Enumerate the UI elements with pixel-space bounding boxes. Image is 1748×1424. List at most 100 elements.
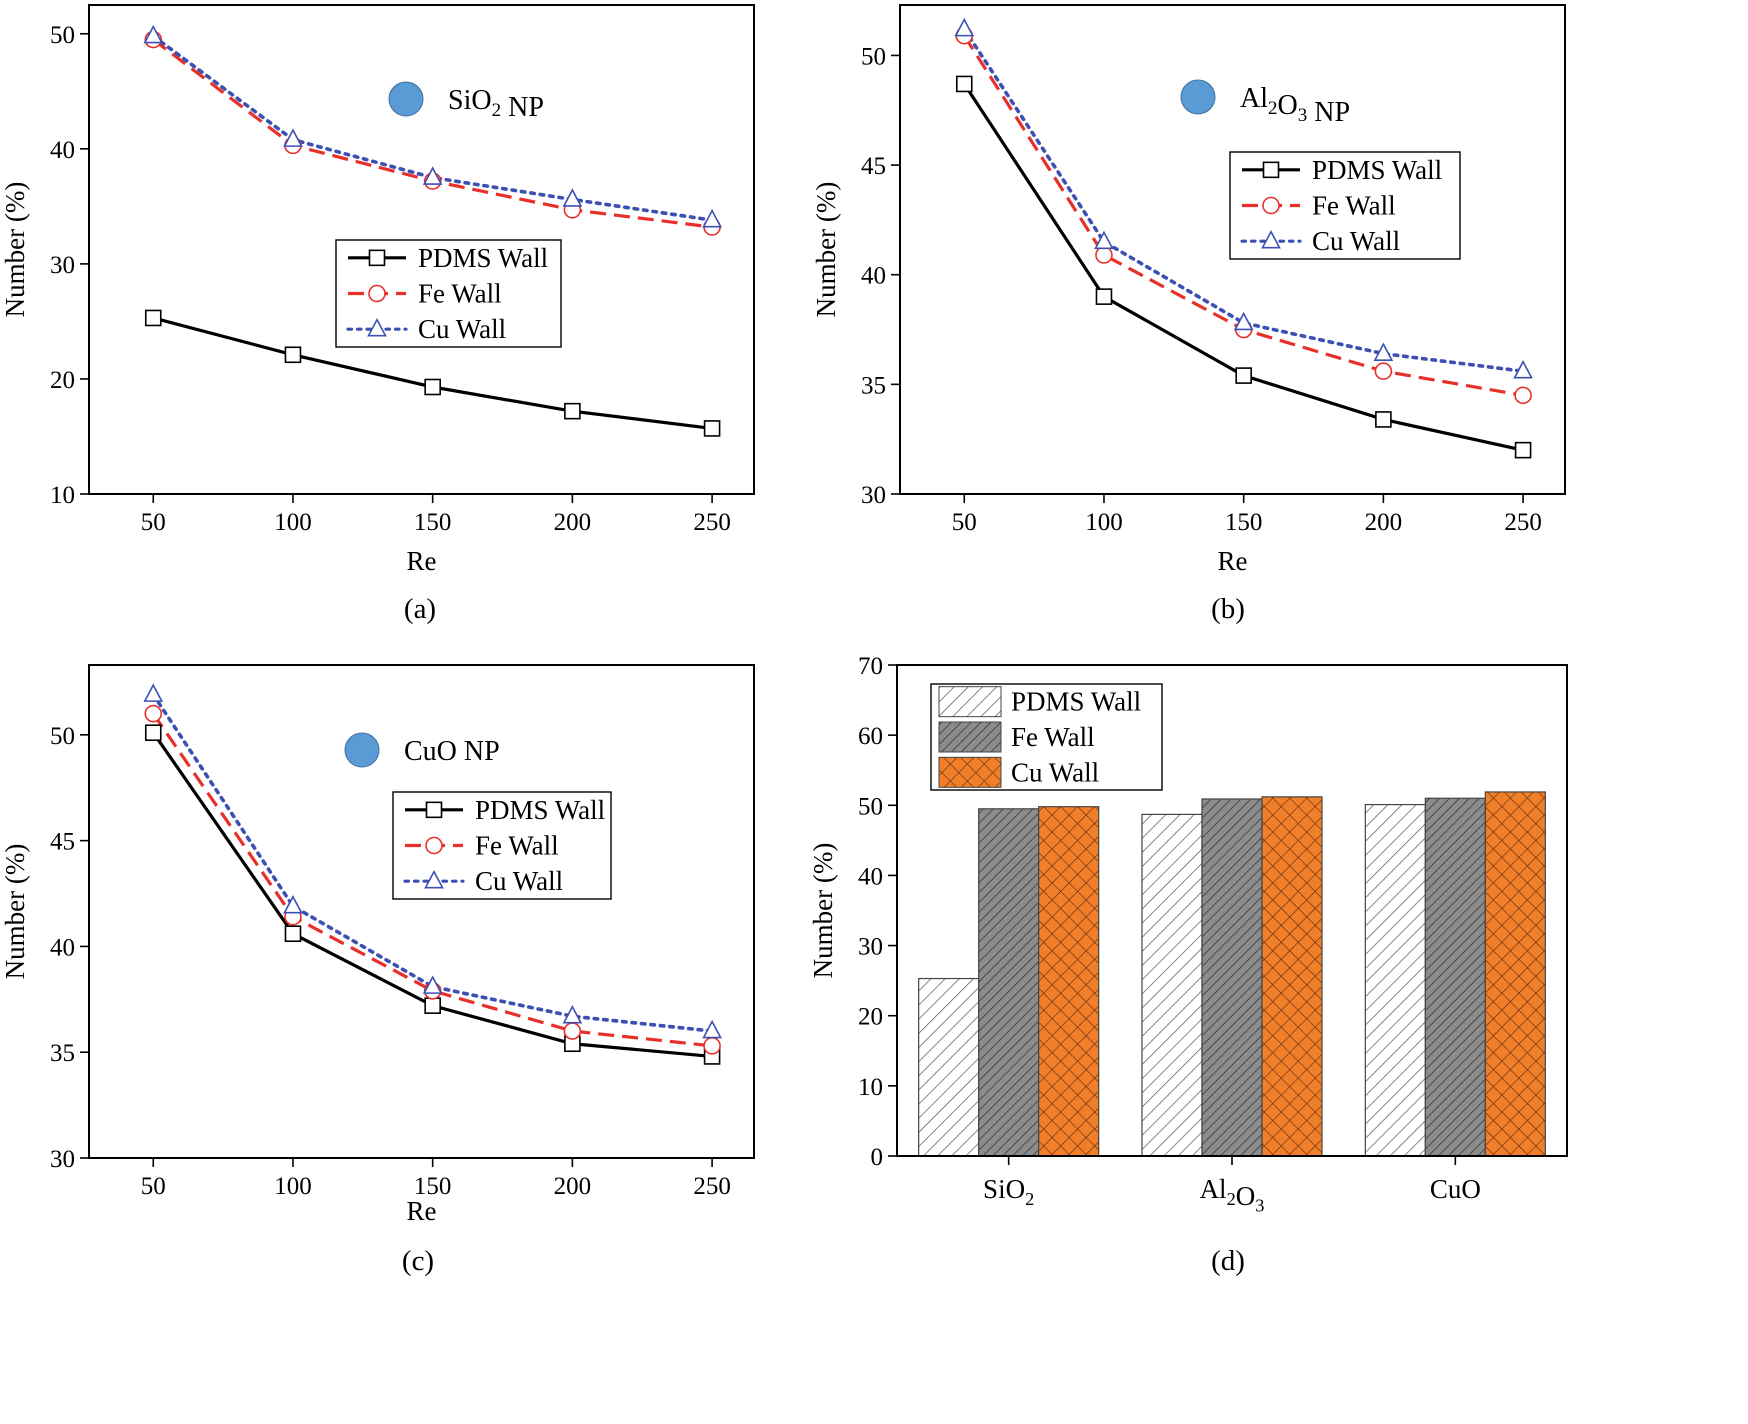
y-axis-label: Number (%) — [0, 844, 30, 980]
legend-marker — [368, 249, 386, 267]
bar — [1484, 791, 1546, 1157]
y-tick-label: 50 — [858, 793, 883, 820]
legend-label: PDMS Wall — [1011, 687, 1141, 717]
data-point — [1374, 362, 1393, 381]
legend-label: Fe Wall — [1011, 722, 1095, 752]
nanoparticle-icon — [388, 81, 424, 117]
data-point — [284, 925, 302, 943]
data-point — [144, 309, 162, 327]
chart-c-line: 30 35 40 45 50 50 100 150 200 250 Re Number (%) PDMS… — [0, 664, 755, 1277]
data-point — [703, 1037, 721, 1055]
data-point — [424, 997, 441, 1014]
data-point — [1094, 230, 1114, 250]
plot-frame — [896, 664, 1568, 1157]
x-tick-label: 200 — [554, 1173, 592, 1200]
legend-marker — [425, 836, 443, 855]
x-tick-label: 100 — [274, 509, 312, 536]
plot-frame — [88, 664, 755, 1159]
x-tick-label: 50 — [141, 509, 166, 536]
x-tick-label: 250 — [693, 1173, 731, 1200]
x-tick-label: 100 — [1085, 509, 1123, 536]
y-tick-label: 30 — [861, 482, 886, 509]
x-tick-label: 250 — [693, 509, 731, 536]
x-tick-label: 250 — [1504, 509, 1542, 536]
y-tick-label: 60 — [858, 723, 883, 750]
legend-label: Cu Wall — [1312, 226, 1400, 256]
legend-label: PDMS Wall — [475, 795, 605, 825]
legend-marker — [1262, 196, 1280, 215]
legend-label: PDMS Wall — [418, 243, 548, 273]
chart-a-line: 10 20 30 40 50 50 100 150 200 250 Re Number (%) PDMS… — [0, 4, 755, 625]
legend-swatch — [938, 686, 1002, 718]
y-tick-label: 40 — [861, 263, 886, 290]
y-tick-label: 10 — [858, 1074, 883, 1101]
x-tick-label: 200 — [554, 509, 592, 536]
x-axis-label: Re — [407, 1196, 437, 1226]
y-tick-label: 45 — [50, 829, 75, 856]
series-line — [151, 34, 714, 222]
data-point — [562, 1005, 583, 1024]
annotation-label: CuO NP — [404, 736, 500, 767]
legend-label: Cu Wall — [418, 314, 506, 344]
bar — [1201, 798, 1263, 1157]
series-line — [962, 27, 1525, 374]
x-tick-label: 150 — [1225, 509, 1263, 536]
x-tick-label: 100 — [274, 1173, 312, 1200]
annotation-label: SiO2 NP — [448, 85, 544, 123]
series-line — [152, 38, 713, 229]
legend-marker — [368, 284, 386, 303]
legend-marker — [424, 869, 444, 889]
y-tick-label: 50 — [50, 723, 75, 750]
series-line — [962, 83, 1524, 452]
x-tick-label: CuO — [1430, 1174, 1481, 1204]
legend-swatch — [938, 756, 1002, 788]
bar — [1141, 813, 1203, 1157]
legend-label: Fe Wall — [475, 831, 559, 861]
bar — [1038, 806, 1100, 1157]
legend-label: Cu Wall — [475, 866, 563, 896]
data-point — [1375, 411, 1392, 428]
legend-marker — [1261, 229, 1281, 249]
nanoparticle-icon — [344, 732, 380, 768]
data-point — [702, 208, 722, 228]
data-point — [143, 683, 164, 702]
y-axis-label: Number (%) — [811, 182, 841, 318]
data-point — [1235, 367, 1252, 384]
y-tick-label: 0 — [871, 1144, 884, 1171]
plot-frame — [899, 4, 1566, 495]
y-tick-label: 20 — [50, 367, 75, 394]
x-axis-label: Re — [1218, 546, 1248, 576]
data-point — [563, 1022, 582, 1040]
y-tick-label: 40 — [858, 863, 883, 890]
panel-label: (b) — [1211, 593, 1245, 625]
data-point — [1233, 311, 1254, 331]
data-point — [1373, 342, 1394, 361]
y-axis-label: Number (%) — [808, 843, 838, 979]
panel-label: (a) — [404, 593, 436, 625]
y-tick-label: 50 — [861, 43, 886, 70]
y-tick-label: 35 — [861, 372, 886, 399]
y-axis-label: Number (%) — [0, 182, 30, 318]
legend-label: Cu Wall — [1011, 757, 1099, 787]
data-point — [143, 24, 164, 44]
data-point — [1514, 441, 1532, 459]
data-point — [954, 17, 975, 37]
y-tick-label: 20 — [858, 1004, 883, 1031]
data-point — [1514, 386, 1532, 405]
data-point — [283, 895, 303, 914]
data-point — [1095, 246, 1113, 264]
y-tick-label: 70 — [858, 653, 883, 680]
x-tick-label: SiO2 — [983, 1174, 1034, 1209]
bar — [918, 977, 980, 1157]
data-point — [144, 724, 162, 742]
legend-marker — [367, 317, 387, 337]
y-tick-label: 45 — [861, 153, 886, 180]
y-tick-label: 30 — [50, 252, 75, 279]
bar — [1424, 797, 1486, 1157]
data-point — [562, 188, 583, 207]
data-point — [1513, 359, 1533, 379]
data-point — [955, 75, 973, 93]
y-tick-label: 35 — [50, 1040, 75, 1067]
legend-label: Fe Wall — [418, 279, 502, 309]
